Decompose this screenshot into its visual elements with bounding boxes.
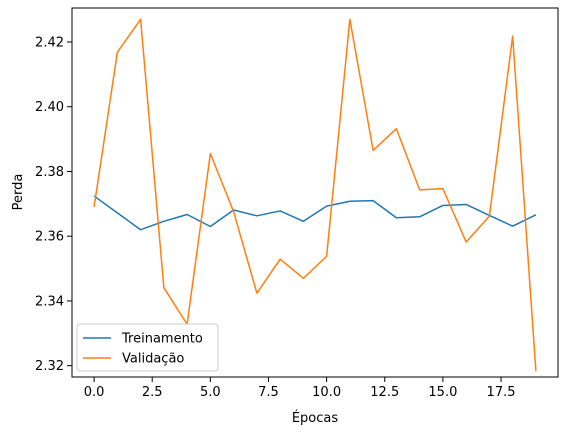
legend-label-treinamento: Treinamento [121, 332, 203, 347]
x-axis-label: Épocas [292, 410, 339, 426]
y-tick-label: 2.34 [35, 294, 64, 309]
y-tick-label: 2.36 [35, 230, 64, 245]
x-tick-label: 12.5 [370, 385, 399, 400]
x-tick-label: 15.0 [428, 385, 457, 400]
x-tick-label: 10.0 [312, 385, 341, 400]
x-tick-label: 2.5 [142, 385, 163, 400]
x-tick-label: 0.0 [84, 385, 105, 400]
x-tick-label: 5.0 [200, 385, 221, 400]
y-tick-label: 2.42 [35, 35, 64, 50]
y-axis-label: Perda [11, 174, 26, 211]
y-tick-label: 2.38 [35, 165, 64, 180]
legend: Treinamento Validação [77, 324, 218, 371]
y-tick-label: 2.32 [35, 359, 64, 374]
legend-label-validacao: Validação [122, 352, 184, 367]
y-tick-label: 2.40 [35, 100, 64, 115]
x-tick-label: 17.5 [487, 385, 516, 400]
x-tick-label: 7.5 [258, 385, 279, 400]
